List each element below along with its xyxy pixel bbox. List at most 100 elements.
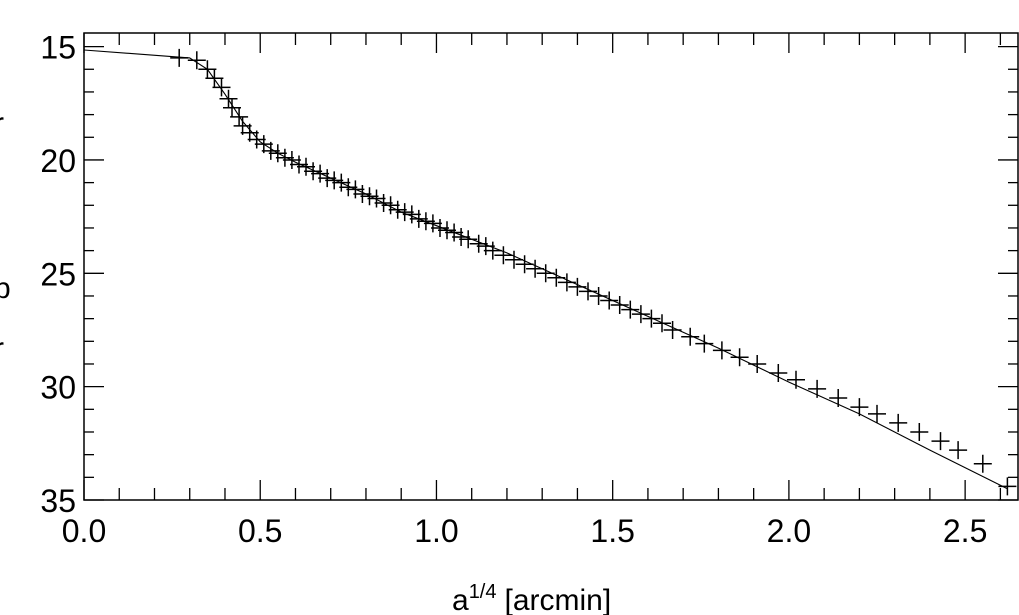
y-tick-label: 35 [40,483,76,519]
data-point-plus [452,228,471,246]
data-point-plus [476,237,495,256]
data-point-plus [642,309,661,328]
data-point-plus [547,268,566,287]
y-axis-title-fragment-2: b [0,272,11,305]
data-point-plus [346,180,365,199]
data-point-plus [282,151,301,169]
data-point-plus [170,48,189,67]
axis-ticks [83,33,1018,501]
x-tick-label: 2.0 [767,513,811,549]
data-point-plus [589,287,608,305]
y-tick-label: 30 [40,370,76,406]
data-point-plus [230,107,249,126]
data-point-plus [536,264,555,283]
data-point-plus [515,255,534,274]
data-point-plus [600,291,619,310]
data-point-plus [829,389,848,407]
data-point-plus [275,148,294,167]
data-point-plus [889,413,908,432]
x-axis-title-unit: [arcmin] [505,584,612,615]
x-tick-label: 1.5 [590,513,634,549]
data-point-plus [402,205,421,224]
x-axis-title-superscript: 1/4 [469,581,497,603]
data-point-plus [438,221,456,240]
data-point-plus [268,144,287,163]
data-point-plus [557,273,576,292]
data-point-plus [850,398,869,417]
data-point-plus [910,423,929,441]
data-point-plus [695,334,714,353]
plot-frame [83,32,1019,501]
data-point-plus [360,187,379,206]
y-axis-title-fragment-3: r [0,332,4,365]
data-point-plus [409,209,428,228]
data-point-plus [318,169,337,188]
data-point-plus [311,164,330,183]
data-point-plus [568,277,587,296]
x-tick-label: 0.0 [62,513,106,549]
data-point-plus [187,51,206,70]
data-point-plus [808,379,827,398]
data-point-plus [431,219,449,237]
data-point-plus [681,327,700,346]
data-point-plus [973,454,992,473]
x-tick-label: 2.5 [943,513,987,549]
data-point-plus [769,364,788,382]
data-point-plus [730,348,749,367]
axis-tick-labels: 0.0 0.5 1.0 1.5 2.0 2.5 15 20 25 30 35 [40,30,987,549]
y-tick-label: 15 [40,30,76,66]
data-point-plus [416,212,435,231]
data-point-plus [212,78,231,97]
x-tick-label: 1.0 [414,513,458,549]
data-point-plus [297,157,315,176]
data-point-plus [254,135,273,154]
data-point-plus [868,404,886,423]
data-point-plus [423,214,442,233]
data-point-plus [787,370,805,389]
data-point-plus [198,60,217,79]
data-point-plus [233,116,252,135]
data-point-plus [712,341,731,360]
data-point-plus [621,300,640,319]
y-tick-label: 25 [40,256,76,292]
data-point-plus [459,230,478,249]
data-point-plus [505,250,523,269]
data-point-plus [395,203,414,222]
data-point-plus [653,314,671,333]
data-point-plus [931,432,950,451]
x-axis-title: a1/4 [arcmin] [452,581,611,615]
data-point-plus [631,305,650,324]
data-point-plus [223,98,241,117]
y-tick-label: 20 [40,143,76,179]
data-point-plus [304,162,323,181]
data-point-plus [205,69,224,88]
data-point-plus [247,130,266,149]
data-point-plus [374,194,393,212]
data-point-plus [290,155,308,174]
data-point-plus [663,321,682,339]
data-point-plus [445,223,464,242]
x-tick-label: 0.5 [238,513,282,549]
data-point-plus [610,296,629,314]
data-point-plus [748,355,767,373]
data-point-plus [367,189,386,208]
data-point-plus [261,141,280,160]
data-point-plus [381,196,400,215]
data-point-plus [353,185,372,203]
data-point-plus [219,89,238,108]
data-point-plus [949,441,968,460]
data-point-plus [339,178,358,197]
data-point-plus [240,123,259,142]
data-point-plus [483,241,502,260]
x-axis-title-base: a [452,584,469,615]
data-point-plus [469,234,488,253]
data-point-plus [388,200,407,219]
data-point-plus [332,173,351,192]
data-point-plus [579,282,597,301]
data-point-plus [325,171,344,190]
data-point-plus [494,246,513,265]
data-markers [170,48,1017,496]
data-point-plus [998,477,1017,496]
y-axis-title-fragment-1: r [0,107,4,140]
